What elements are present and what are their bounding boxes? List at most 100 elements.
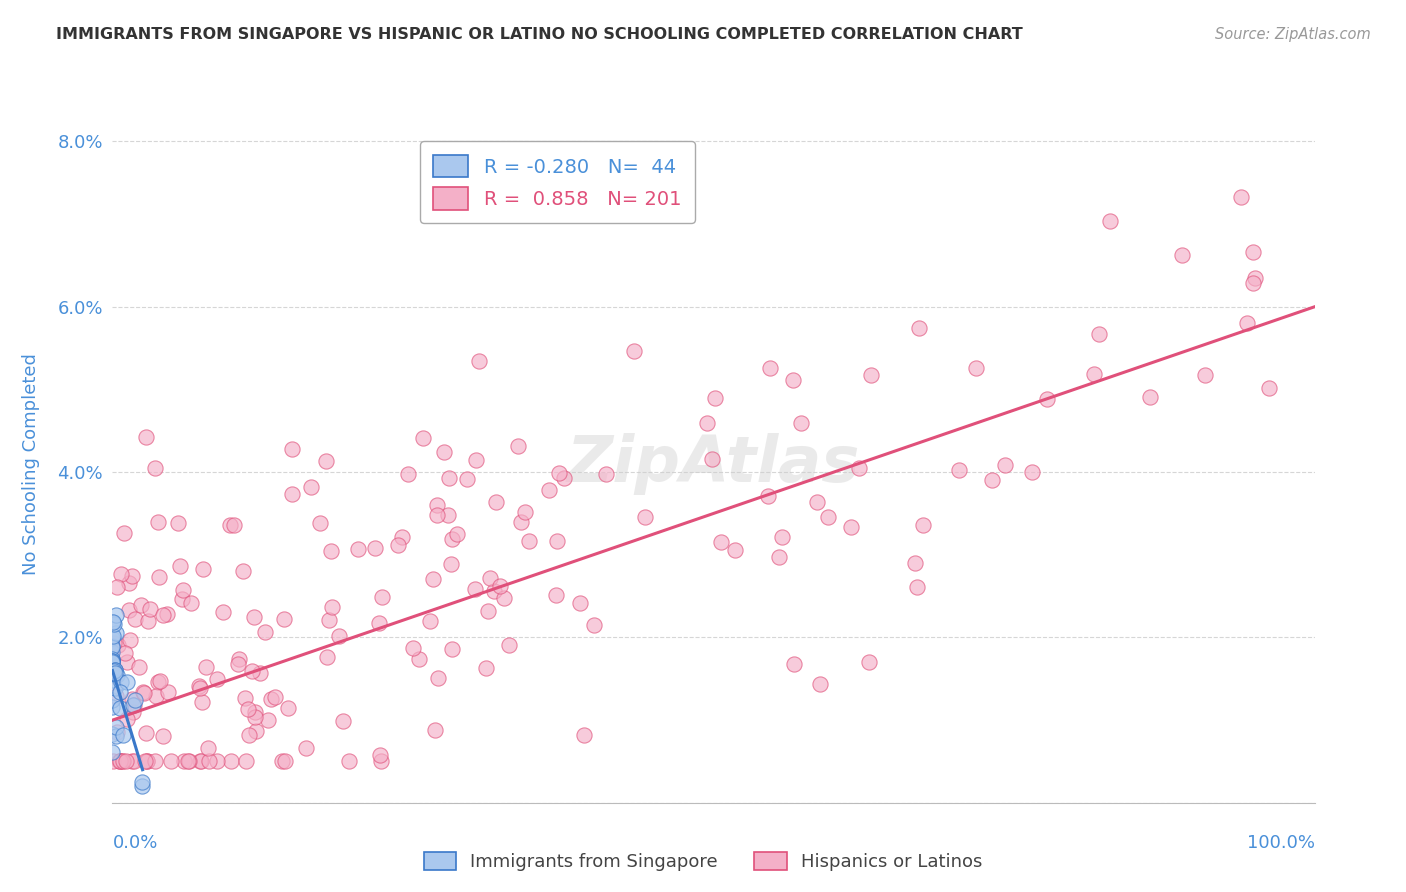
- Text: 100.0%: 100.0%: [1247, 834, 1315, 852]
- Point: [101, 654, 124, 668]
- Point: [478, 571, 501, 585]
- Point: [277, 701, 299, 715]
- Point: [426, 671, 449, 685]
- Point: [104, 689, 127, 703]
- Point: [477, 604, 499, 618]
- Point: [118, 576, 141, 591]
- Point: [401, 641, 423, 656]
- Point: [101, 745, 124, 759]
- Point: [108, 755, 131, 769]
- Point: [101, 639, 124, 653]
- Point: [238, 701, 260, 715]
- Point: [122, 705, 145, 719]
- Point: [122, 698, 145, 712]
- Point: [118, 603, 141, 617]
- Point: [437, 508, 460, 522]
- Point: [235, 755, 257, 769]
- Point: [387, 538, 409, 552]
- Point: [439, 471, 461, 485]
- Point: [441, 642, 464, 657]
- Point: [124, 692, 146, 706]
- Point: [190, 755, 212, 769]
- Point: [136, 755, 159, 769]
- Point: [224, 518, 246, 533]
- Point: [468, 354, 491, 368]
- Point: [104, 663, 127, 677]
- Point: [506, 439, 529, 453]
- Point: [146, 675, 169, 690]
- Point: [240, 664, 263, 678]
- Point: [110, 685, 132, 699]
- Point: [167, 516, 190, 530]
- Point: [228, 652, 250, 666]
- Point: [122, 755, 145, 769]
- Point: [321, 600, 343, 615]
- Point: [101, 615, 124, 629]
- Point: [422, 572, 444, 586]
- Point: [249, 665, 271, 680]
- Point: [132, 685, 155, 699]
- Point: [121, 692, 143, 706]
- Point: [439, 557, 461, 571]
- Point: [103, 616, 125, 631]
- Point: [1083, 367, 1105, 381]
- Point: [135, 430, 157, 444]
- Point: [1241, 244, 1264, 259]
- Point: [546, 534, 568, 549]
- Point: [191, 694, 214, 708]
- Point: [101, 629, 124, 643]
- Point: [446, 526, 468, 541]
- Point: [364, 541, 387, 555]
- Point: [538, 483, 561, 498]
- Point: [101, 662, 124, 676]
- Point: [243, 706, 266, 720]
- Point: [121, 698, 143, 713]
- Text: 0.0%: 0.0%: [112, 834, 157, 852]
- Point: [1171, 248, 1194, 262]
- Point: [238, 728, 260, 742]
- Point: [172, 583, 194, 598]
- Point: [498, 639, 520, 653]
- Point: [790, 416, 813, 430]
- Y-axis label: No Schooling Completed: No Schooling Completed: [22, 353, 41, 574]
- Point: [817, 510, 839, 524]
- Point: [197, 755, 219, 769]
- Text: ZipAtlas: ZipAtlas: [567, 433, 860, 495]
- Point: [426, 508, 449, 522]
- Point: [105, 668, 128, 682]
- Point: [170, 592, 193, 607]
- Point: [188, 755, 211, 769]
- Point: [513, 505, 536, 519]
- Point: [547, 466, 569, 480]
- Point: [806, 494, 828, 508]
- Point: [595, 467, 617, 481]
- Point: [105, 729, 128, 743]
- Point: [489, 579, 512, 593]
- Point: [1241, 276, 1264, 290]
- Point: [281, 442, 304, 456]
- Point: [1236, 316, 1258, 330]
- Point: [169, 558, 191, 573]
- Point: [768, 550, 790, 565]
- Point: [264, 690, 287, 705]
- Legend: R = -0.280   N=  44, R =  0.858   N= 201: R = -0.280 N= 44, R = 0.858 N= 201: [419, 141, 695, 223]
- Point: [105, 580, 128, 594]
- Text: Source: ZipAtlas.com: Source: ZipAtlas.com: [1215, 27, 1371, 42]
- Point: [121, 755, 143, 769]
- Point: [544, 588, 567, 602]
- Point: [197, 741, 219, 756]
- Text: IMMIGRANTS FROM SINGAPORE VS HISPANIC OR LATINO NO SCHOOLING COMPLETED CORRELATI: IMMIGRANTS FROM SINGAPORE VS HISPANIC OR…: [56, 27, 1024, 42]
- Point: [104, 668, 127, 682]
- Point: [456, 472, 478, 486]
- Point: [124, 612, 146, 626]
- Point: [108, 755, 131, 769]
- Point: [316, 650, 339, 665]
- Point: [104, 607, 127, 622]
- Point: [180, 596, 202, 610]
- Point: [105, 625, 128, 640]
- Point: [143, 755, 166, 769]
- Point: [115, 675, 138, 690]
- Point: [160, 755, 183, 769]
- Point: [396, 467, 419, 482]
- Point: [328, 629, 350, 643]
